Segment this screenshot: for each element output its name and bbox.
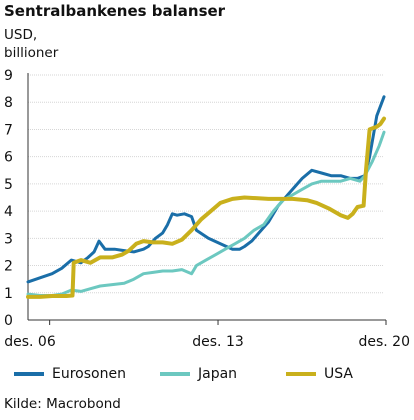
legend-label-usa: USA	[324, 366, 353, 382]
y-tick-label-2: 2	[4, 259, 13, 275]
y-axis-label: USD, billioner	[4, 26, 58, 62]
legend-swatch-usa	[286, 372, 316, 376]
chart-title: Sentralbankenes balanser	[4, 2, 226, 20]
y-axis-label-line1: USD,	[4, 27, 38, 43]
legend-swatch-japan	[160, 372, 190, 376]
legend-item-usa: USA	[286, 366, 353, 382]
series-line-eurosonen	[26, 95, 386, 284]
y-tick-label-1: 1	[4, 286, 13, 302]
y-axis-label-line2: billioner	[4, 45, 59, 61]
x-tick-label-2: des. 20	[358, 334, 410, 350]
y-tick-label-5: 5	[4, 177, 13, 193]
y-tick-label-4: 4	[4, 204, 13, 220]
y-tick-label-9: 9	[4, 68, 13, 84]
series-line-usa	[26, 116, 386, 299]
legend-label-eurosonen: Eurosonen	[52, 366, 126, 382]
series-line-japan	[26, 130, 386, 297]
y-tick-label-7: 7	[4, 122, 13, 138]
legend-item-eurosonen: Eurosonen	[14, 366, 126, 382]
legend-label-japan: Japan	[198, 366, 238, 382]
y-tick-label-0: 0	[4, 313, 13, 329]
y-tick-label-8: 8	[4, 95, 13, 111]
y-tick-label-6: 6	[4, 150, 13, 166]
y-tick-label-3: 3	[4, 231, 13, 247]
legend-item-japan: Japan	[160, 366, 237, 382]
x-tick-label-0: des. 06	[4, 334, 56, 350]
legend-swatch-eurosonen	[14, 372, 44, 376]
x-tick-label-1: des. 13	[192, 334, 244, 350]
source-note: Kilde: Macrobond	[4, 396, 121, 412]
